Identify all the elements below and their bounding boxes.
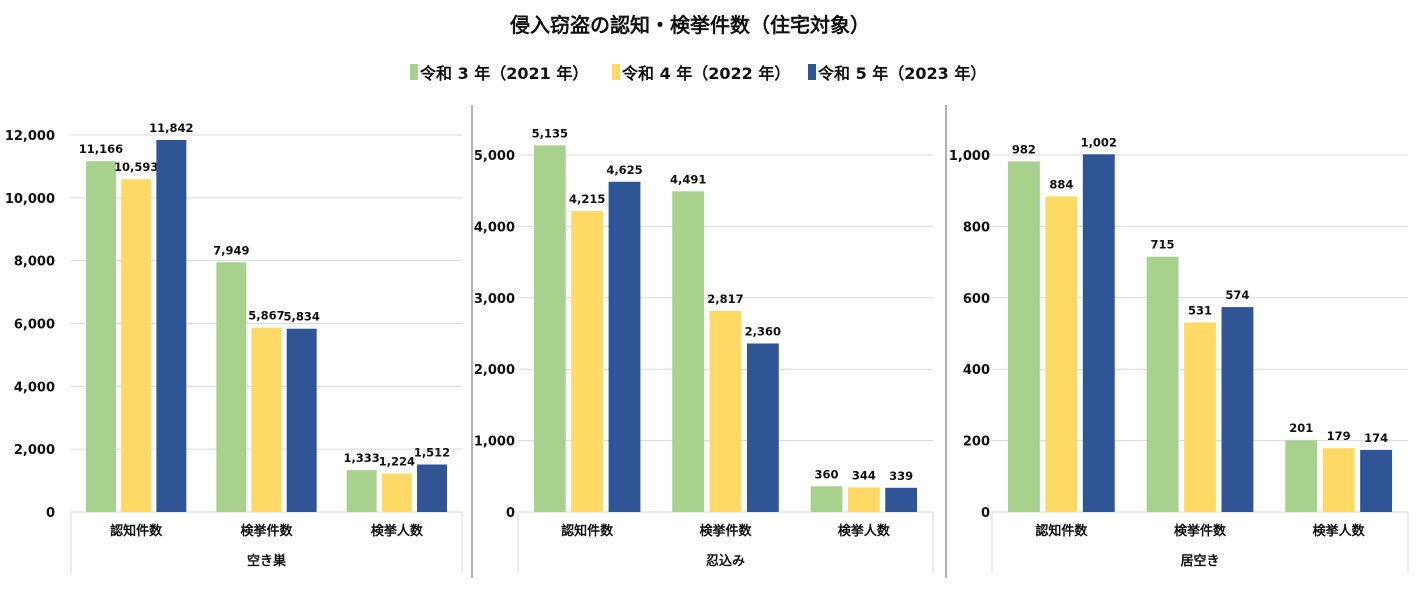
y-tick-label: 400 (963, 363, 990, 378)
bar (121, 179, 152, 512)
data-label: 11,166 (79, 142, 123, 156)
legend-label: 令和 3 年（2021 年） (419, 64, 588, 83)
bar (1082, 154, 1115, 512)
data-label: 179 (1327, 429, 1351, 443)
legend-swatch (410, 64, 418, 80)
x-category-label: 検挙件数 (1174, 523, 1227, 539)
data-label: 715 (1151, 238, 1175, 252)
data-label: 201 (1289, 421, 1313, 435)
bar (1045, 196, 1078, 513)
y-tick-label: 8,000 (14, 255, 55, 270)
y-tick-label: 2,000 (474, 363, 515, 378)
bar (885, 487, 918, 512)
x-category-label: 認知件数 (110, 523, 163, 539)
bar (85, 161, 116, 512)
bar (1184, 322, 1216, 512)
bar (533, 145, 566, 512)
bar (417, 464, 448, 512)
data-label: 7,949 (213, 243, 249, 257)
data-label: 1,512 (414, 445, 450, 459)
y-tick-label: 600 (963, 292, 990, 307)
bar (1322, 448, 1355, 512)
y-tick-label: 10,000 (5, 192, 55, 207)
x-category-label: 検挙人数 (1313, 523, 1366, 539)
legend-swatch (612, 64, 620, 80)
data-label: 174 (1364, 431, 1388, 445)
data-label: 4,625 (606, 163, 642, 177)
data-label: 10,593 (114, 160, 158, 174)
y-tick-label: 0 (981, 506, 990, 521)
data-label: 4,491 (670, 172, 706, 186)
x-group-label: 忍込み (706, 553, 745, 569)
x-category-label: 認知件数 (561, 523, 614, 539)
data-label: 339 (889, 469, 913, 483)
data-label: 574 (1225, 288, 1249, 302)
y-tick-label: 3,000 (474, 292, 515, 307)
data-label: 1,333 (343, 451, 379, 465)
x-category-label: 検挙人数 (371, 523, 424, 539)
y-tick-label: 0 (46, 506, 55, 521)
y-tick-label: 5,000 (474, 149, 515, 164)
bar (1221, 307, 1254, 512)
data-label: 360 (814, 467, 838, 481)
data-label: 2,817 (707, 292, 743, 306)
bar (346, 470, 377, 512)
bar (1146, 256, 1179, 512)
y-tick-label: 800 (963, 220, 990, 235)
bar (709, 310, 742, 512)
data-label: 344 (852, 468, 876, 482)
data-label: 531 (1188, 303, 1212, 317)
x-category-label: 検挙人数 (838, 523, 891, 539)
legend-label: 令和 4 年（2022 年） (621, 64, 790, 83)
data-label: 5,867 (248, 309, 284, 323)
bar (810, 486, 843, 512)
legend-swatch (808, 64, 816, 80)
chart-panel-2: 0 1,000 2,000 3,000 4,000 5,000 認知件数 5,135 4,215… (474, 126, 934, 573)
bar (847, 487, 880, 512)
bar (251, 327, 282, 512)
y-tick-label: 12,000 (5, 129, 55, 144)
x-category-label: 検挙件数 (699, 523, 752, 539)
data-label: 982 (1012, 142, 1036, 156)
data-label: 5,834 (283, 310, 319, 324)
legend: 令和 3 年（2021 年） 令和 4 年（2022 年） 令和 5 年（2023 … (410, 64, 986, 83)
y-tick-label: 1,000 (949, 149, 990, 164)
y-tick-label: 200 (963, 435, 990, 450)
x-category-label: 認知件数 (1035, 523, 1088, 539)
y-tick-label: 2,000 (14, 443, 55, 458)
data-label: 884 (1049, 177, 1073, 191)
chart-title: 侵入窃盗の認知・検挙件数（住宅対象） (509, 13, 870, 37)
bar (156, 139, 187, 512)
bar (746, 343, 779, 512)
x-category-label: 検挙件数 (240, 523, 293, 539)
data-label: 11,842 (149, 121, 193, 135)
data-label: 2,360 (745, 324, 781, 338)
bar (381, 473, 412, 512)
x-group-label: 居空き (1180, 553, 1219, 569)
y-tick-label: 6,000 (14, 318, 55, 333)
bar (1285, 440, 1318, 512)
data-label: 4,215 (569, 192, 605, 206)
y-tick-label: 1,000 (474, 435, 515, 450)
chart-panel-1: 0 2,000 4,000 6,000 8,000 10,000 12,000 認知件数 11,… (5, 121, 463, 573)
bar (608, 181, 641, 512)
y-tick-label: 4,000 (14, 380, 55, 395)
x-group-label: 空き巣 (247, 553, 287, 569)
data-label: 1,224 (379, 455, 415, 469)
bar (1360, 449, 1393, 512)
chart-panel-3: 0 200 400 600 800 1,000 認知件数 982 884 1,002 検挙件数 715… (949, 135, 1409, 573)
bar (1007, 161, 1040, 512)
bar (571, 211, 604, 512)
y-tick-label: 4,000 (474, 220, 515, 235)
bar (286, 328, 317, 512)
y-tick-label: 0 (506, 506, 515, 521)
bar (216, 262, 247, 512)
data-label: 5,135 (532, 126, 568, 140)
bar (672, 191, 705, 513)
data-label: 1,002 (1081, 135, 1117, 149)
legend-label: 令和 5 年（2023 年） (817, 64, 986, 83)
